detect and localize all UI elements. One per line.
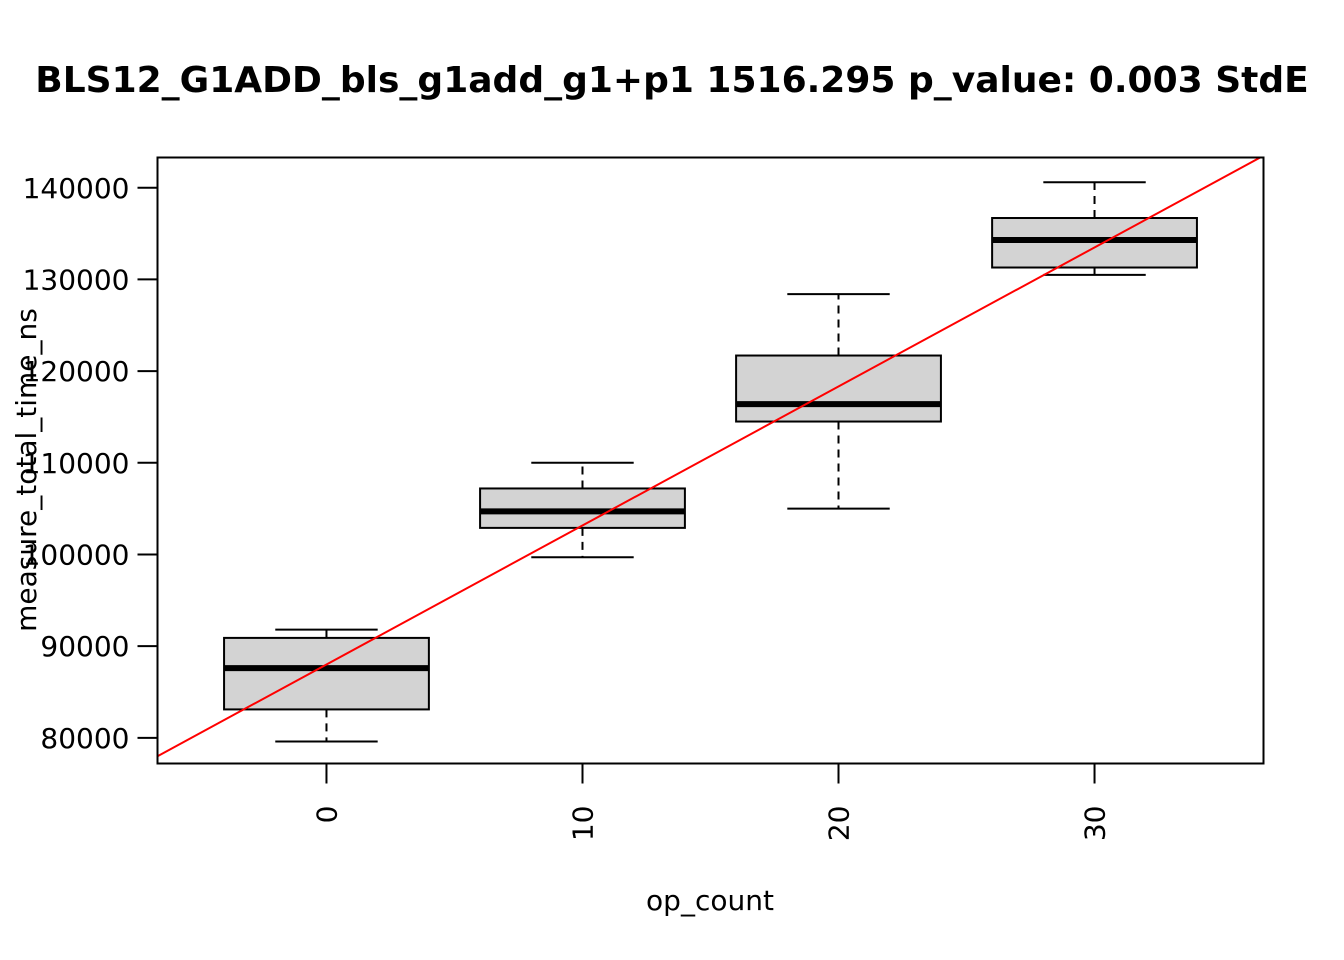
x-tick-label: 20 xyxy=(823,806,856,842)
y-tick-label: 110000 xyxy=(23,447,130,480)
x-tick-label: 0 xyxy=(310,806,343,824)
box-3 xyxy=(991,181,1198,276)
regression-line xyxy=(157,157,1263,758)
plot-frame xyxy=(156,156,1265,765)
y-tick-label: 100000 xyxy=(23,538,130,571)
y-tick-label: 90000 xyxy=(40,630,129,663)
x-tick-label: 10 xyxy=(566,806,599,842)
boxes-layer xyxy=(223,181,1198,743)
y-axis-label: measure_total_time_ns xyxy=(10,308,43,632)
y-axis: 80000 90000 100000 110000 120000 130000 140000 xyxy=(23,172,158,755)
box-body xyxy=(735,354,942,423)
box-body xyxy=(223,636,430,711)
x-tick-label: 30 xyxy=(1079,806,1112,842)
x-axis-label: op_count xyxy=(646,884,774,917)
box-2 xyxy=(735,293,942,510)
y-tick-label: 120000 xyxy=(23,355,130,388)
y-tick-label: 80000 xyxy=(40,722,129,755)
y-tick-label: 140000 xyxy=(23,172,130,205)
box-body xyxy=(479,487,686,529)
box-1 xyxy=(479,461,686,559)
chart-title: BLS12_G1ADD_bls_g1add_g1+p1 1516.295 p_v… xyxy=(35,60,1308,101)
regression-layer xyxy=(157,157,1263,758)
y-tick-label: 130000 xyxy=(23,263,130,296)
x-axis: 0 10 20 30 xyxy=(310,763,1112,842)
box-0 xyxy=(223,628,430,743)
